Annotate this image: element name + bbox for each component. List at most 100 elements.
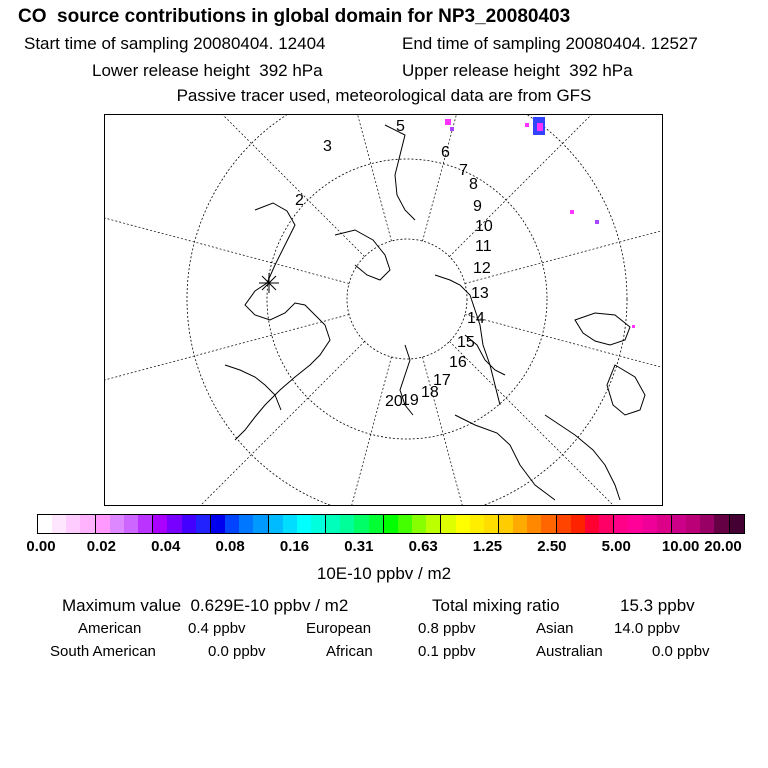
meridian-line [105, 314, 350, 381]
american-label: American [78, 620, 142, 637]
color-scale-segment [38, 515, 53, 533]
color-scale-segment [138, 515, 154, 533]
color-scale-segment [570, 515, 585, 533]
color-scale-segment [326, 515, 341, 533]
color-scale-tick-label: 0.16 [279, 538, 310, 555]
trajectory-label: 13 [471, 285, 489, 302]
trajectory-label: 8 [469, 176, 478, 193]
polar-map: 2 3 5 6 7 8 9 10 11 12 13 14 15 16 17 18… [104, 114, 663, 506]
color-scale-segment [95, 515, 110, 533]
color-scale-segment [123, 515, 139, 533]
coastline [234, 202, 331, 441]
color-scale-segment [253, 515, 269, 533]
color-scale-segment [729, 515, 744, 533]
plume-cell [450, 127, 454, 131]
color-scale-segment [167, 515, 182, 533]
color-scale-segment [340, 515, 355, 533]
european-value: 0.8 ppbv [418, 620, 476, 637]
australian-value: 0.0 ppbv [652, 643, 710, 660]
color-scale-segment [354, 515, 369, 533]
latitude-circles [186, 115, 628, 505]
african-value: 0.1 ppbv [418, 643, 476, 660]
coastline [454, 414, 556, 501]
trajectory-label: 12 [473, 260, 491, 277]
color-scale-segment [469, 515, 484, 533]
meridian-line [449, 341, 614, 505]
plot-title: CO source contributions in global domain… [18, 6, 571, 27]
start-time-label: Start time of sampling 20080404. 12404 [24, 34, 326, 53]
color-scale-segment [455, 515, 470, 533]
coastline [544, 414, 621, 501]
plume-cell [525, 123, 529, 127]
trajectory-label: 20 [385, 393, 403, 410]
african-label: African [326, 643, 373, 660]
latitude-circle [266, 158, 548, 440]
color-scale-segment [368, 515, 384, 533]
coastlines [224, 124, 646, 501]
end-time-label: End time of sampling 20080404. 12527 [402, 34, 698, 53]
meridian-lines [105, 115, 662, 505]
color-scale-segment [541, 515, 557, 533]
color-scale-segment [383, 515, 398, 533]
color-scale-segment [441, 515, 456, 533]
south-american-value: 0.0 ppbv [208, 643, 266, 660]
color-scale-unit: 10E-10 ppbv / m2 [316, 564, 452, 583]
color-scale-tick-label: 20.00 [704, 538, 742, 555]
color-scale-segment [412, 515, 427, 533]
color-scale-segment [513, 515, 528, 533]
australian-label: Australian [536, 643, 603, 660]
coastline [224, 364, 282, 411]
color-scale-segment [109, 515, 124, 533]
meridian-line [357, 115, 392, 242]
meridian-line [105, 217, 350, 284]
coastline [399, 344, 414, 416]
tracer-note: Passive tracer used, meteorological data… [176, 86, 592, 105]
trajectory-label: 6 [441, 144, 450, 161]
maximum-value: Maximum value 0.629E-10 ppbv / m2 [62, 596, 349, 615]
trajectory-label: 2 [295, 192, 304, 209]
trajectory-label: 17 [433, 372, 451, 389]
color-scale-segment [195, 515, 211, 533]
color-scale-segment [527, 515, 542, 533]
color-scale-segment [397, 515, 413, 533]
color-scale-tick-label: 10.00 [661, 538, 700, 555]
color-scale-bar [37, 514, 745, 534]
color-scale-segment [700, 515, 715, 533]
color-scale-tick-label: 5.00 [601, 538, 631, 555]
latitude-circle [346, 238, 468, 360]
concentration-plume [445, 117, 635, 328]
color-scale-segment [181, 515, 196, 533]
color-scale-segment [296, 515, 311, 533]
color-scale-segment [499, 515, 514, 533]
plume-cell [595, 220, 599, 224]
color-scale-segment [714, 515, 730, 533]
color-scale-tick-label: 0.31 [344, 538, 374, 555]
lower-release-height: Lower release height 392 hPa [92, 61, 323, 80]
color-scale-segment [556, 515, 571, 533]
color-scale-segment [426, 515, 442, 533]
color-scale-segment [268, 515, 283, 533]
upper-release-height: Upper release height 392 hPa [402, 61, 633, 80]
trajectory-label: 7 [459, 162, 468, 179]
coastline [606, 364, 646, 416]
color-scale-tick-label: 0.04 [151, 538, 181, 555]
color-scale-segment [686, 515, 701, 533]
plume-cell [537, 123, 543, 131]
coastline [434, 274, 501, 406]
meridian-line [464, 230, 662, 284]
color-scale-segment [239, 515, 254, 533]
color-scale-tick-label: 0.02 [86, 538, 116, 555]
trajectory-label: 15 [457, 334, 475, 351]
release-point-marker [259, 273, 279, 293]
plume-cell [632, 325, 635, 328]
meridian-line [351, 356, 392, 505]
meridian-line [222, 115, 365, 257]
coastline [384, 124, 416, 221]
coastline [334, 229, 391, 281]
color-scale-segment [656, 515, 672, 533]
trajectory-label: 5 [396, 118, 405, 135]
color-scale-segment [642, 515, 657, 533]
color-scale-segment [282, 515, 297, 533]
trajectory-label: 10 [475, 218, 493, 235]
color-scale-segment [628, 515, 643, 533]
